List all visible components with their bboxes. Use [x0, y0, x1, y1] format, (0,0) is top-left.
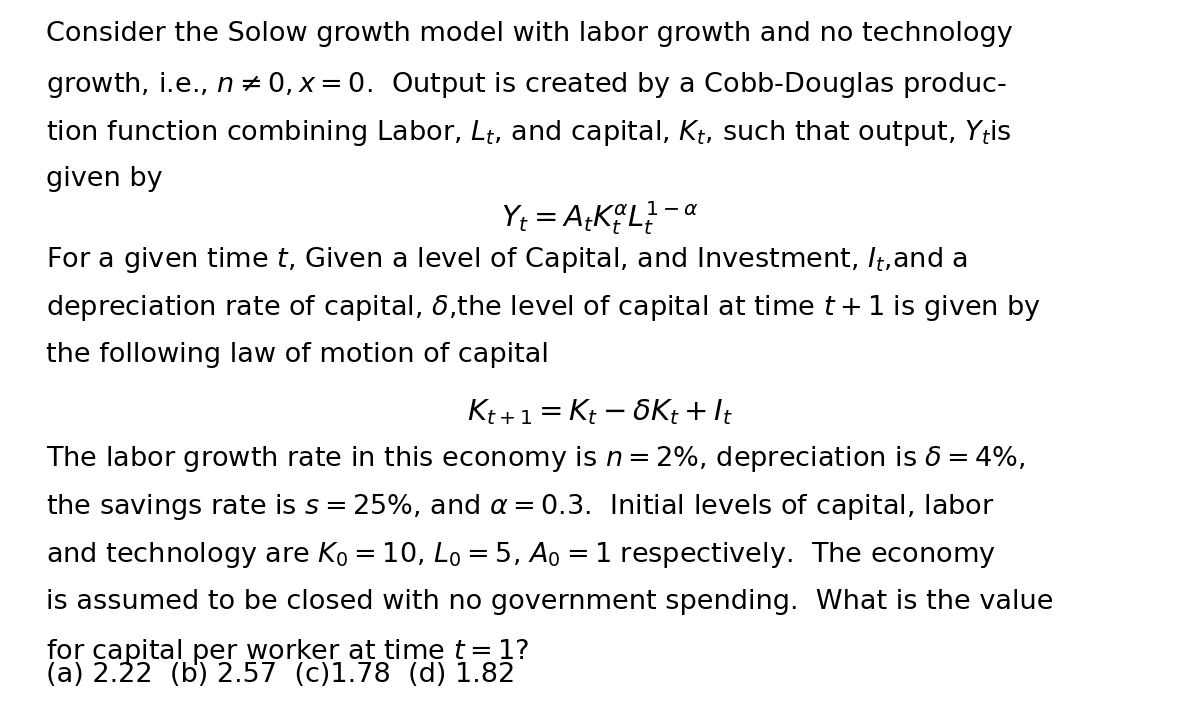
Text: given by: given by: [46, 166, 162, 192]
Text: the savings rate is $s = 25\%$, and $\alpha = 0.3$.  Initial levels of capital, : the savings rate is $s = 25\%$, and $\al…: [46, 492, 995, 522]
Text: $Y_t = A_t K_t^{\alpha} L_t^{1-\alpha}$: $Y_t = A_t K_t^{\alpha} L_t^{1-\alpha}$: [502, 199, 698, 236]
Text: The labor growth rate in this economy is $n = 2\%$, depreciation is $\delta = 4\: The labor growth rate in this economy is…: [46, 444, 1025, 474]
Text: for capital per worker at time $t = 1$?: for capital per worker at time $t = 1$?: [46, 637, 529, 667]
Text: depreciation rate of capital, $\delta$,the level of capital at time $t+1$ is giv: depreciation rate of capital, $\delta$,t…: [46, 293, 1040, 323]
Text: the following law of motion of capital: the following law of motion of capital: [46, 342, 548, 368]
Text: and technology are $K_0 = 10$, $L_0 = 5$, $A_0 = 1$ respectively.  The economy: and technology are $K_0 = 10$, $L_0 = 5$…: [46, 540, 996, 570]
Text: growth, i.e., $n \neq 0, x = 0$.  Output is created by a Cobb-Douglas produc-: growth, i.e., $n \neq 0, x = 0$. Output …: [46, 70, 1007, 99]
Text: Consider the Solow growth model with labor growth and no technology: Consider the Solow growth model with lab…: [46, 21, 1013, 48]
Text: tion function combining Labor, $L_t$, and capital, $K_t$, such that output, $Y_t: tion function combining Labor, $L_t$, an…: [46, 118, 1012, 148]
Text: (a) 2.22  (b) 2.57  (c)1.78  (d) 1.82: (a) 2.22 (b) 2.57 (c)1.78 (d) 1.82: [46, 662, 515, 688]
Text: $K_{t+1} = K_t - \delta K_t + I_t$: $K_{t+1} = K_t - \delta K_t + I_t$: [467, 398, 733, 427]
Text: For a given time $t$, Given a level of Capital, and Investment, $I_t$,and a: For a given time $t$, Given a level of C…: [46, 245, 967, 275]
Text: is assumed to be closed with no government spending.  What is the value: is assumed to be closed with no governme…: [46, 589, 1054, 615]
